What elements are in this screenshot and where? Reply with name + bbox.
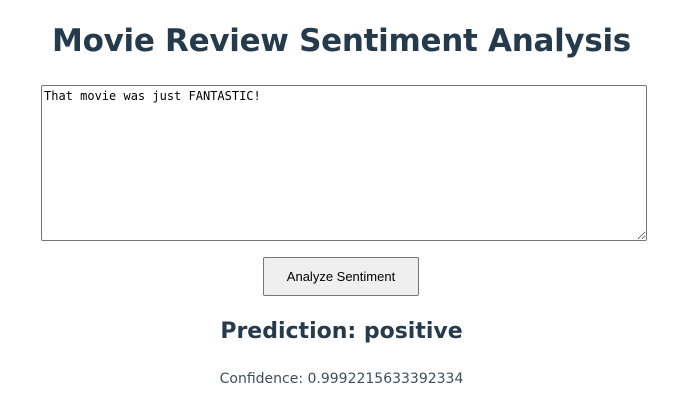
prediction-result: Prediction: positive (220, 319, 463, 344)
page-title: Movie Review Sentiment Analysis (52, 23, 631, 59)
analyze-sentiment-button[interactable]: Analyze Sentiment (263, 257, 419, 296)
confidence-score: Confidence: 0.9992215633392334 (219, 371, 464, 387)
review-input[interactable] (41, 85, 647, 241)
